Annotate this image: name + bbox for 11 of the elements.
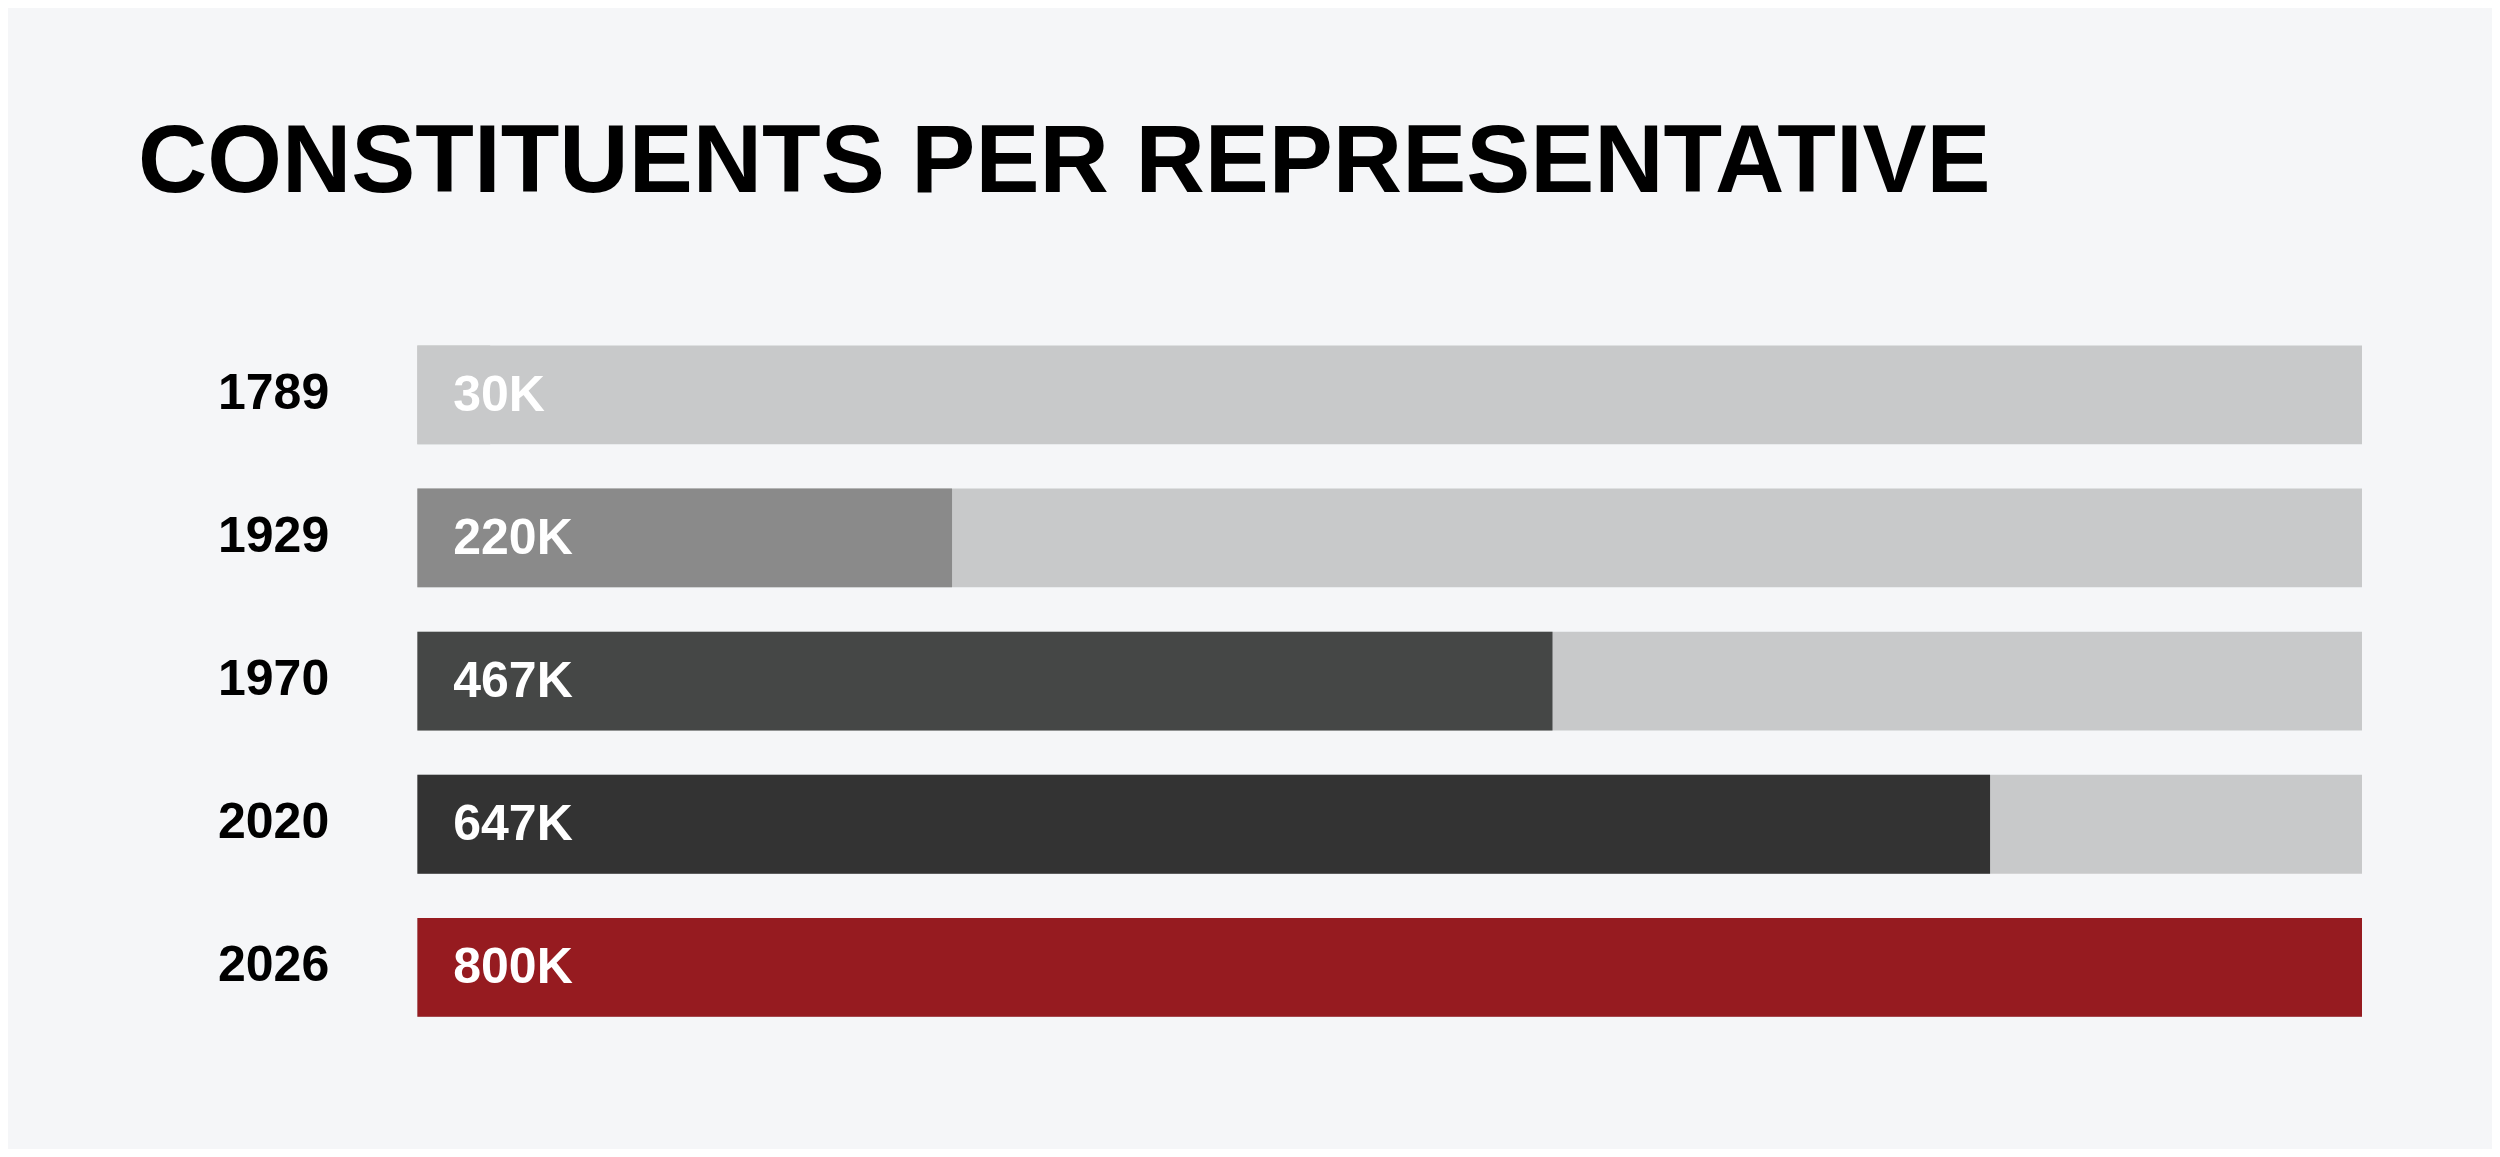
data-label: 647K [453, 795, 573, 852]
y-tick-label: 1970 [218, 649, 330, 706]
data-label: 467K [453, 651, 573, 708]
data-label: 220K [453, 508, 573, 565]
y-tick-label: 2020 [218, 793, 330, 850]
y-tick-label: 2026 [218, 936, 330, 993]
y-tick-label: 1789 [218, 363, 330, 420]
data-label: 800K [453, 938, 573, 995]
y-tick-label: 1929 [218, 506, 330, 563]
chart-title: CONSTITUENTS PER REPRESENTATIVE [138, 105, 1991, 213]
bar [417, 488, 953, 588]
